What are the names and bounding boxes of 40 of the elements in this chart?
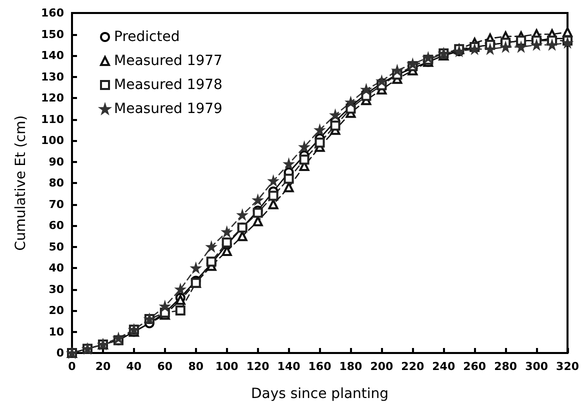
y-tick-label: 160 [41,6,64,20]
y-tick-label: 40 [48,262,64,274]
y-tick-label: 30 [48,282,64,296]
y-tick-label: 10 [48,325,64,338]
x-tick-label: 160 [308,360,332,373]
x-tick-label: 20 [95,360,111,373]
y-tick-label: 60 [48,219,64,232]
y-tick-label: 120 [41,92,64,104]
y-axis-title: Cumulative Et (cm) [13,115,29,251]
legend-label: Measured 1978 [114,77,222,93]
x-tick-label: 100 [215,360,239,373]
y-tick-label: 130 [41,70,64,84]
y-tick-label: 150 [41,28,64,41]
x-tick-label: 260 [463,360,486,373]
y-tick-label: 110 [41,112,64,126]
legend-label: Measured 1977 [114,53,222,69]
y-tick-label: 80 [48,176,64,190]
x-tick-label: 180 [339,360,363,373]
x-tick-label: 220 [401,360,424,373]
x-axis-title: Days since planting [250,386,389,402]
legend-label: Predicted [114,29,180,45]
x-tick-label: 300 [525,360,548,373]
y-tick-label: 50 [48,240,64,254]
x-tick-label: 280 [494,360,518,373]
y-tick-label: 100 [41,134,64,147]
x-tick-label: 200 [370,360,394,373]
y-tick-label: 20 [48,304,64,317]
x-tick-label: 120 [246,360,270,373]
y-tick-label: 140 [41,49,64,62]
x-tick-label: 0 [68,360,76,373]
y-tick-label: 70 [48,198,64,211]
x-tick-label: 320 [556,360,580,373]
y-tick-label: 0 [56,346,64,360]
legend-label: Measured 1979 [114,101,222,117]
x-tick-label: 80 [188,360,204,373]
x-tick-label: 40 [126,360,142,373]
y-tick-label: 90 [48,155,64,168]
x-tick-label: 140 [277,360,301,373]
x-tick-label: 60 [157,360,173,373]
x-tick-label: 240 [432,360,456,373]
